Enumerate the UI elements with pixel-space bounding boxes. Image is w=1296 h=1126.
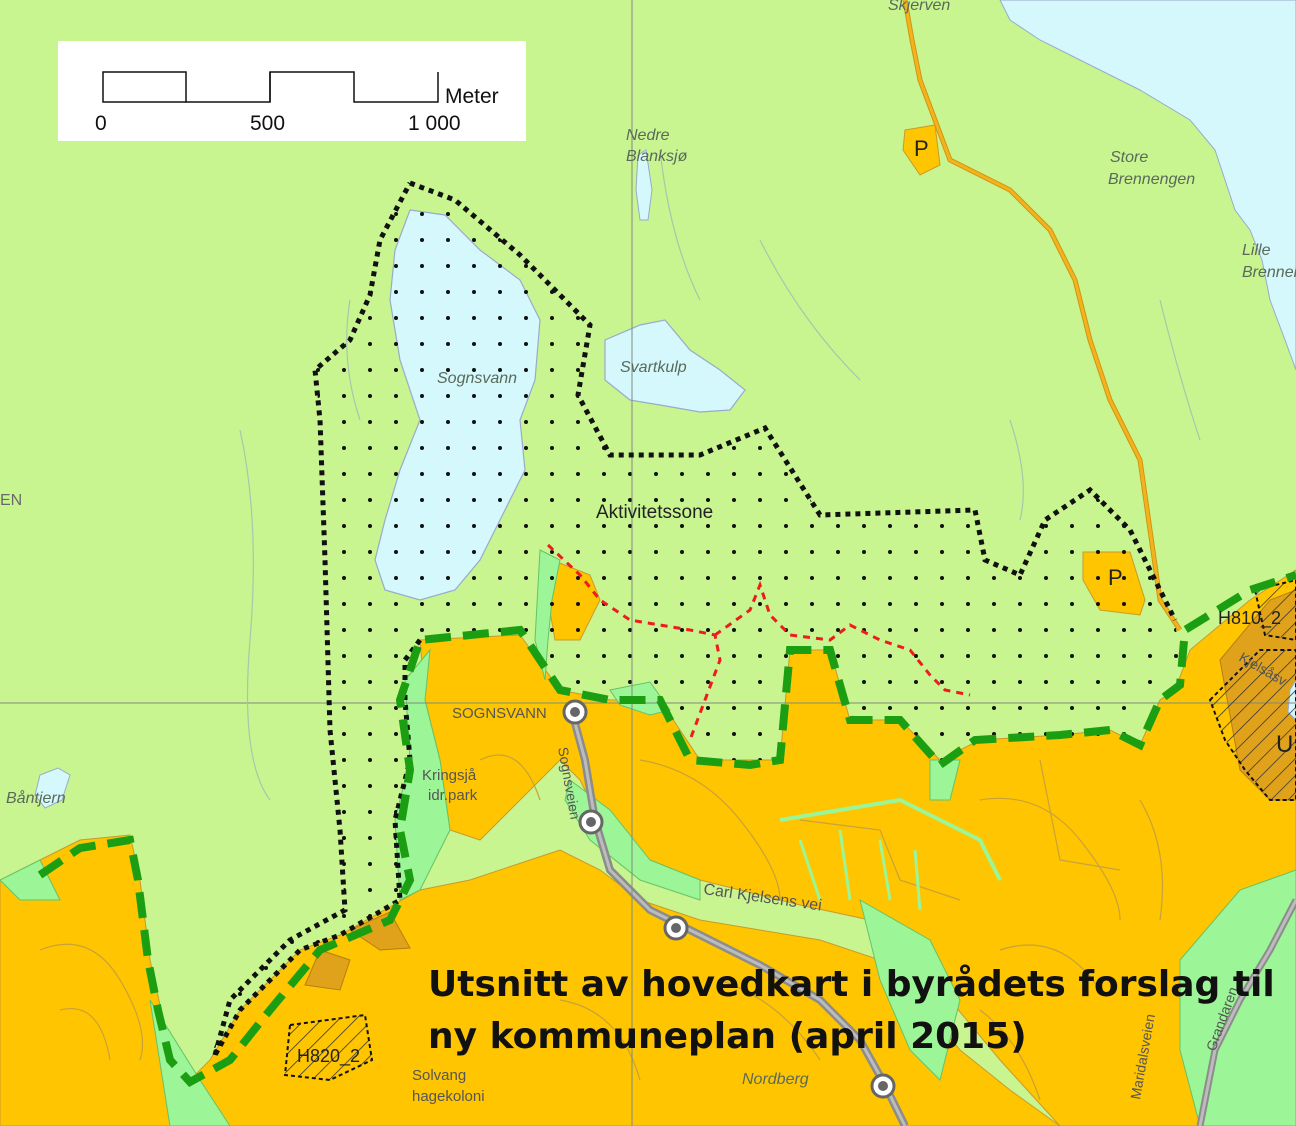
label-skjerven: Skjerven [888,0,950,14]
label-nordberg: Nordberg [742,1071,809,1088]
nedre-blanksjo-lake [635,149,653,221]
label-blanksjo: Blanksjø [626,148,688,165]
label-hagekoloni: hagekoloni [412,1088,485,1105]
label-h820: H820_2 [297,1046,360,1067]
u-zone [1208,649,1296,801]
label-sognsvann-lake: Sognsvann [437,370,517,387]
scale-bar: Meter 0 500 1 000 [58,41,526,141]
label-lille: Lille [1242,242,1271,259]
label-en: EN [0,492,22,509]
label-nedre: Nedre [626,127,670,144]
paths [239,149,1201,801]
parking-marker-2: P [1108,565,1123,590]
label-aktivitetssone: Aktivitetssone [596,502,713,523]
map-title-line2: ny kommuneplan (april 2015) [428,1016,1027,1057]
h810-zone [1253,578,1296,642]
label-idrpark: idr.park [428,787,478,804]
scale-tick-1000: 1 000 [408,112,461,135]
scale-tick-500: 500 [250,112,285,135]
h820-zone [283,1013,374,1082]
label-kringsja: Kringsjå [422,767,477,784]
label-svartkulp: Svartkulp [620,359,687,376]
bantjern-lake [34,767,71,809]
label-u-zone: U [1276,731,1293,758]
map-title-line1: Utsnitt av hovedkart i byrådets forslag … [428,964,1275,1005]
built-zone-boundary [37,571,1296,1088]
activity-zone-fill [210,183,1180,1060]
block-outlines [39,754,1164,1101]
activity-zone-boundary [212,180,1178,1057]
label-sognsvann-station: SOGNSVANN [452,705,547,722]
trail-red [546,543,971,741]
label-store: Store [1110,149,1148,166]
hatched-zones [283,578,1296,1082]
label-brennengen: Brennengen [1108,171,1195,188]
parking-marker-1: P [914,136,929,161]
label-h810: H810_2 [1218,608,1281,629]
label-solvang: Solvang [412,1067,466,1084]
svartkulp-lake [604,319,746,413]
label-bantjern: Båntjern [6,789,66,807]
label-brennen: Brennen [1242,264,1296,281]
scale-tick-0: 0 [95,112,107,135]
scale-unit: Meter [445,85,499,108]
fjord-water [999,0,1296,371]
roads [568,0,1296,1126]
